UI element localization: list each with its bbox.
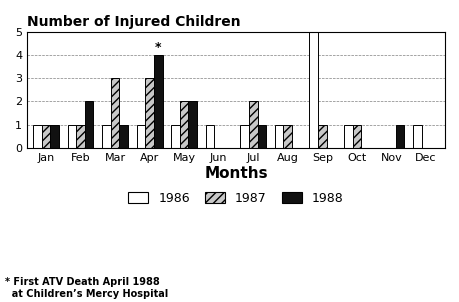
Bar xyxy=(171,125,179,148)
Text: Number of Injured Children: Number of Injured Children xyxy=(27,15,240,29)
Bar xyxy=(248,101,257,148)
Bar xyxy=(67,125,76,148)
Bar xyxy=(283,125,291,148)
Text: *: * xyxy=(155,41,161,54)
Bar xyxy=(412,125,421,148)
Bar xyxy=(154,55,162,148)
Bar xyxy=(119,125,128,148)
Bar xyxy=(136,125,145,148)
X-axis label: Months: Months xyxy=(204,166,267,181)
Bar xyxy=(111,78,119,148)
Bar xyxy=(42,125,50,148)
Bar xyxy=(395,125,403,148)
Bar xyxy=(76,125,84,148)
Bar xyxy=(240,125,248,148)
Bar xyxy=(309,31,317,148)
Bar xyxy=(257,125,266,148)
Bar xyxy=(50,125,59,148)
Legend: 1986, 1987, 1988: 1986, 1987, 1988 xyxy=(128,191,343,204)
Bar xyxy=(343,125,352,148)
Bar xyxy=(84,101,93,148)
Bar xyxy=(188,101,197,148)
Bar xyxy=(102,125,111,148)
Bar xyxy=(352,125,360,148)
Bar xyxy=(274,125,283,148)
Bar xyxy=(145,78,154,148)
Bar xyxy=(317,125,326,148)
Bar xyxy=(179,101,188,148)
Bar xyxy=(205,125,214,148)
Bar xyxy=(33,125,42,148)
Text: * First ATV Death April 1988
  at Children’s Mercy Hospital: * First ATV Death April 1988 at Children… xyxy=(5,277,168,299)
